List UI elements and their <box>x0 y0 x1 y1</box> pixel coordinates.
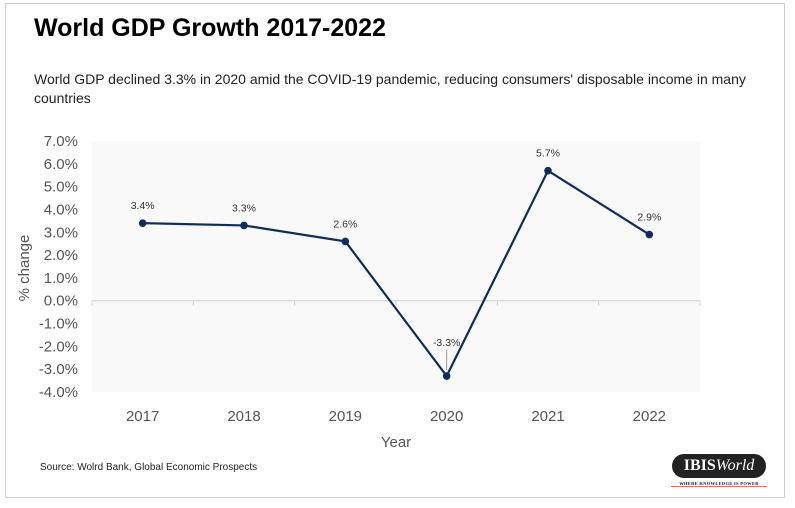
y-tick-label: 0.0% <box>44 293 78 310</box>
x-tick-label: 2021 <box>531 408 564 425</box>
y-tick-label: 3.0% <box>44 224 78 241</box>
y-tick-label: -2.0% <box>39 338 78 355</box>
y-tick-label: 5.0% <box>44 179 78 196</box>
data-point <box>442 372 451 380</box>
y-tick-label: 6.0% <box>44 156 78 173</box>
data-label: 2.9% <box>637 212 661 224</box>
ibisworld-logo: IBISWorld <box>672 454 766 478</box>
x-tick-label: 2019 <box>329 408 362 425</box>
logo-tagline: WHERE KNOWLEDGE IS POWER <box>671 481 767 487</box>
y-tick-label: 2.0% <box>44 247 78 264</box>
data-point <box>645 230 654 239</box>
chart-frame <box>5 3 785 498</box>
y-tick-label: 7.0% <box>44 133 78 150</box>
data-label: 3.3% <box>232 202 256 214</box>
x-axis-title: Year <box>381 434 411 451</box>
x-tick-label: 2022 <box>633 408 666 425</box>
data-point <box>240 221 248 230</box>
y-tick-label: -4.0% <box>39 384 78 401</box>
series-line <box>142 169 650 379</box>
y-tick-label: 1.0% <box>44 270 78 287</box>
y-tick-label: -1.0% <box>39 316 78 333</box>
x-tick-label: 2017 <box>126 408 159 425</box>
x-tick-label: 2020 <box>430 408 463 425</box>
data-label: 2.6% <box>333 218 357 230</box>
chart-subtitle: World GDP declined 3.3% in 2020 amid the… <box>34 71 746 106</box>
data-point <box>138 219 147 227</box>
y-tick-label: 4.0% <box>44 201 78 218</box>
chart-title: World GDP Growth 2017-2022 <box>34 14 386 42</box>
data-label: -3.3% <box>433 337 460 349</box>
data-label: 3.4% <box>131 200 155 212</box>
y-axis-title: % change <box>16 235 33 302</box>
source-note: Source: Wolrd Bank, Global Economic Pros… <box>40 462 258 473</box>
data-point <box>341 237 350 246</box>
x-tick-label: 2018 <box>227 408 260 425</box>
y-tick-label: -3.0% <box>39 361 78 378</box>
data-point <box>544 166 552 175</box>
plot-area <box>92 141 700 392</box>
data-label: 5.7% <box>536 148 560 160</box>
